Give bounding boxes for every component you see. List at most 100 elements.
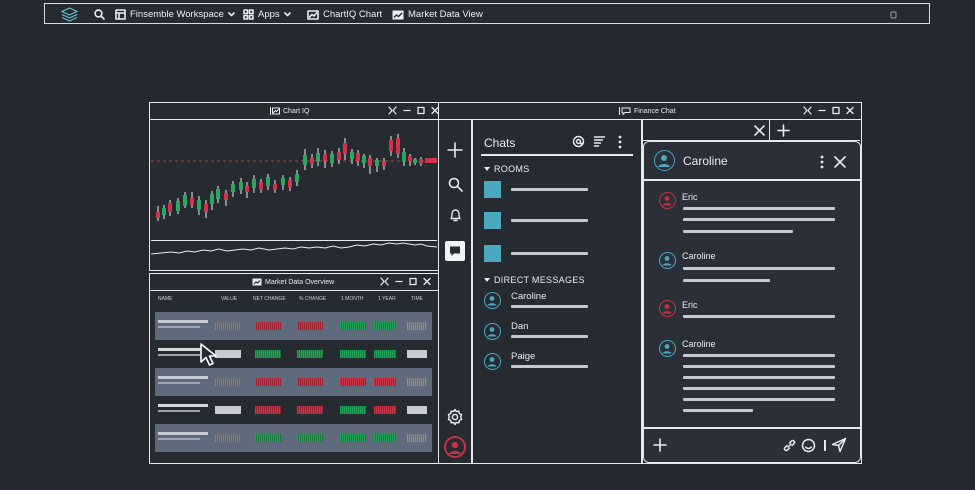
close-icon[interactable] <box>423 277 431 286</box>
candle <box>245 182 249 198</box>
row-name-bar <box>158 320 208 323</box>
user-icon <box>487 296 497 306</box>
settings-gear-icon[interactable] <box>446 408 464 426</box>
time-cell <box>407 406 427 414</box>
time-cell <box>407 434 427 442</box>
table-row[interactable] <box>155 368 432 396</box>
minimize-icon[interactable] <box>403 106 411 115</box>
link-icon[interactable] <box>782 438 797 453</box>
minimize-icon[interactable] <box>395 277 403 286</box>
candlestick-chart[interactable] <box>151 120 437 238</box>
col-name[interactable]: NAME <box>158 296 173 302</box>
emoji-icon[interactable] <box>801 438 816 453</box>
dm-avatar[interactable] <box>484 323 501 340</box>
dm-section-toggle[interactable]: DIRECT MESSAGES <box>484 275 585 285</box>
sort-filter-icon[interactable] <box>593 135 606 148</box>
dm-name-dan[interactable]: Dan <box>511 321 529 332</box>
chart-icon <box>307 9 319 20</box>
row-name-bar <box>158 432 208 435</box>
candle <box>350 149 354 164</box>
year-cell <box>374 434 396 442</box>
chartiq-titlebar[interactable]: Chart IQ <box>150 103 439 120</box>
year-cell <box>374 378 396 386</box>
row-name-bar <box>158 376 208 379</box>
table-row[interactable] <box>155 424 432 452</box>
dm-name-caroline[interactable]: Caroline <box>511 291 547 302</box>
workspace-menu[interactable]: Finsemble Workspace <box>115 4 235 25</box>
candle-body <box>337 152 341 160</box>
room-avatar[interactable] <box>484 181 501 198</box>
chat-title: Finance Chat <box>634 107 676 115</box>
message-line <box>683 387 835 390</box>
link-window-icon[interactable] <box>388 106 397 115</box>
mention-icon[interactable] <box>572 135 585 148</box>
maximize-icon[interactable] <box>409 277 417 286</box>
maximize-icon[interactable] <box>417 106 425 115</box>
close-icon[interactable] <box>431 106 439 115</box>
market-data-view-launcher[interactable]: Market Data View <box>392 4 483 25</box>
cursor-pointer-icon <box>200 343 217 366</box>
close-tab-icon[interactable] <box>754 125 765 136</box>
dm-name-paige[interactable]: Paige <box>511 351 536 362</box>
col-1-year[interactable]: 1 YEAR <box>378 296 396 302</box>
market-titlebar[interactable]: Market Data Overview <box>150 274 438 291</box>
room-avatar[interactable] <box>484 245 501 262</box>
col-net-change[interactable]: NET CHANGE <box>253 296 286 302</box>
candle-body <box>245 186 249 192</box>
finsemble-logo[interactable] <box>61 4 78 25</box>
table-row[interactable] <box>155 312 432 340</box>
send-icon[interactable] <box>831 437 847 453</box>
pct-change-cell <box>297 378 323 386</box>
table-row[interactable] <box>155 396 432 424</box>
bell-icon[interactable] <box>449 208 462 222</box>
chats-rail-button[interactable] <box>445 241 465 261</box>
more-options-icon[interactable] <box>617 135 623 149</box>
room-name-bar[interactable] <box>511 252 588 255</box>
candle <box>190 192 194 208</box>
candle-body <box>197 200 201 210</box>
apps-menu[interactable]: Apps <box>243 4 291 25</box>
room-name-bar[interactable] <box>511 219 588 222</box>
message-author: Caroline <box>682 339 716 349</box>
minimize-icon[interactable] <box>818 106 826 115</box>
new-tab-icon[interactable] <box>777 124 790 137</box>
candle-body <box>281 178 285 185</box>
conversation-tabs <box>643 119 860 141</box>
last-price-marker <box>425 158 437 163</box>
conversation-options-icon[interactable] <box>819 155 825 169</box>
add-attachment-icon[interactable] <box>653 438 667 452</box>
col-1-month[interactable]: 1 MONTH <box>341 296 364 302</box>
conversation-tab[interactable] <box>643 119 770 141</box>
value-cell <box>215 378 241 386</box>
close-conversation-icon[interactable] <box>834 156 846 168</box>
search-icon[interactable] <box>448 177 463 192</box>
dm-avatar[interactable] <box>484 353 501 370</box>
close-icon[interactable] <box>846 106 854 115</box>
room-name-bar[interactable] <box>511 188 588 191</box>
dm-avatar[interactable] <box>484 292 501 309</box>
row-desc-bar <box>158 354 200 356</box>
table-row[interactable] <box>155 340 432 368</box>
minimize-toolbar-button[interactable] <box>890 4 897 25</box>
candle <box>204 200 208 218</box>
user-avatar[interactable] <box>444 436 466 458</box>
volume-navigator[interactable] <box>151 240 437 259</box>
room-avatar[interactable] <box>484 212 501 229</box>
col-time[interactable]: TIME <box>411 296 423 302</box>
chat-titlebar[interactable]: Finance Chat <box>439 103 861 120</box>
new-chat-icon[interactable] <box>447 142 463 158</box>
row-name-bar <box>158 404 208 407</box>
message-line <box>683 398 835 401</box>
candle-body <box>368 158 372 166</box>
link-window-icon[interactable] <box>380 277 389 286</box>
candle-body <box>252 179 256 188</box>
user-icon <box>658 155 670 167</box>
search-button[interactable] <box>94 4 105 25</box>
maximize-icon[interactable] <box>832 106 840 115</box>
col-pct-change[interactable]: % CHANGE <box>299 296 327 302</box>
rooms-section-toggle[interactable]: ROOMS <box>484 164 530 174</box>
chartiq-chart-launcher[interactable]: ChartIQ Chart <box>307 4 382 25</box>
candle <box>389 136 393 156</box>
col-value[interactable]: VALUE <box>221 296 238 302</box>
link-window-icon[interactable] <box>803 106 812 115</box>
